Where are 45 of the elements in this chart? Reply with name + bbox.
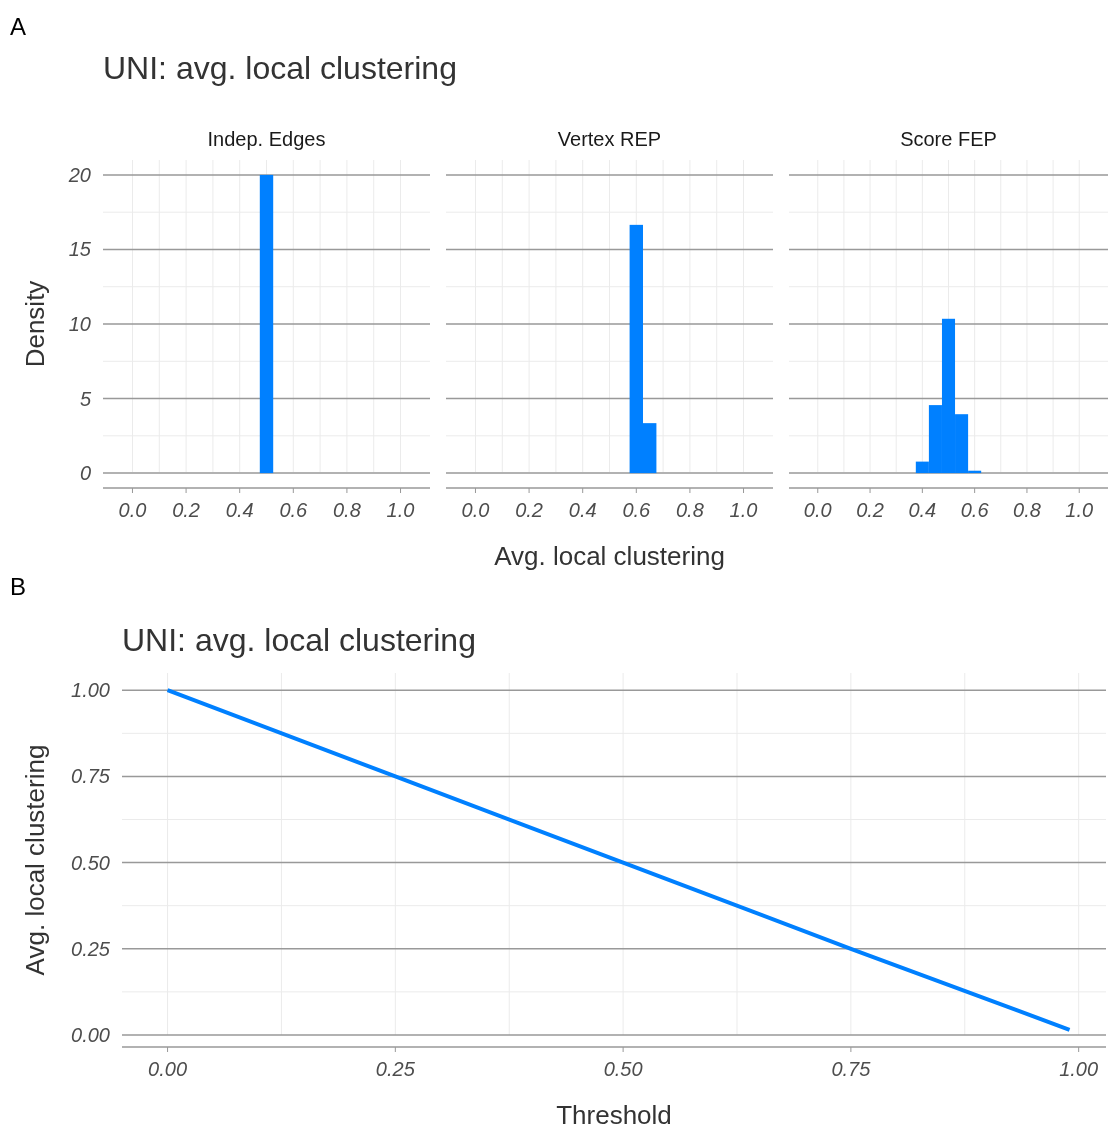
x-tick-label: 0.2: [172, 499, 200, 521]
x-tick-label: 0.00: [148, 1058, 188, 1080]
text: B: [10, 573, 27, 600]
x-tick-label: 0.25: [375, 1058, 416, 1080]
x-tick-label: 0.0: [118, 499, 147, 521]
x-tick-label: 1.0: [386, 499, 415, 521]
y-tick-label: 0: [79, 462, 91, 485]
y-tick-label: 0.50: [71, 851, 110, 874]
x-tick-label: 0.4: [908, 499, 937, 521]
x-axis-title: Avg. local clustering: [494, 541, 725, 571]
y-tick-label: 10: [68, 313, 91, 335]
x-tick-label: 0.0: [803, 499, 832, 521]
x-tick-label: 0.2: [515, 499, 543, 521]
x-tick-label: 0.6: [960, 499, 990, 521]
x-tick-label: 1.0: [729, 499, 758, 521]
line-series: [165, 688, 1072, 1032]
x-tick-label: 0.8: [676, 499, 704, 521]
y-tick-label: 15: [68, 238, 92, 261]
chart-title: Score FEP: [900, 128, 997, 150]
text: A: [10, 13, 27, 40]
y-axis-title: Density: [20, 280, 50, 368]
x-axis-title: Threshold: [556, 1100, 672, 1130]
chart-title: UNI: avg. local clustering: [122, 622, 476, 658]
x-tick-label: 1.0: [1065, 499, 1094, 521]
x-tick-label: 0.2: [856, 499, 884, 521]
y-tick-label: 0.75: [71, 765, 111, 788]
x-tick-label: 0.6: [279, 499, 309, 521]
y-tick-label: 1.00: [71, 679, 110, 702]
y-axis-title: Avg. local clustering: [20, 744, 50, 976]
x-tick-label: 0.4: [568, 499, 597, 521]
x-tick-label: 0.4: [225, 499, 254, 521]
y-tick-label: 20: [67, 163, 91, 186]
x-tick-label: 0.8: [333, 499, 361, 521]
x-tick-label: 0.50: [603, 1058, 643, 1080]
chart-title: Indep. Edges: [207, 128, 326, 150]
x-tick-label: 0.8: [1013, 499, 1041, 521]
x-tick-label: 0.75: [831, 1058, 872, 1080]
x-tick-label: 0.6: [622, 499, 652, 521]
y-tick-label: 0.00: [71, 1023, 110, 1046]
x-tick-label: 0.0: [461, 499, 490, 521]
text: UNI: avg. local clustering: [103, 50, 457, 86]
x-tick-label: 1.00: [1059, 1058, 1099, 1080]
y-tick-label: 5: [79, 387, 92, 410]
y-tick-label: 0.25: [71, 937, 111, 960]
chart-title: Vertex REP: [557, 128, 662, 150]
